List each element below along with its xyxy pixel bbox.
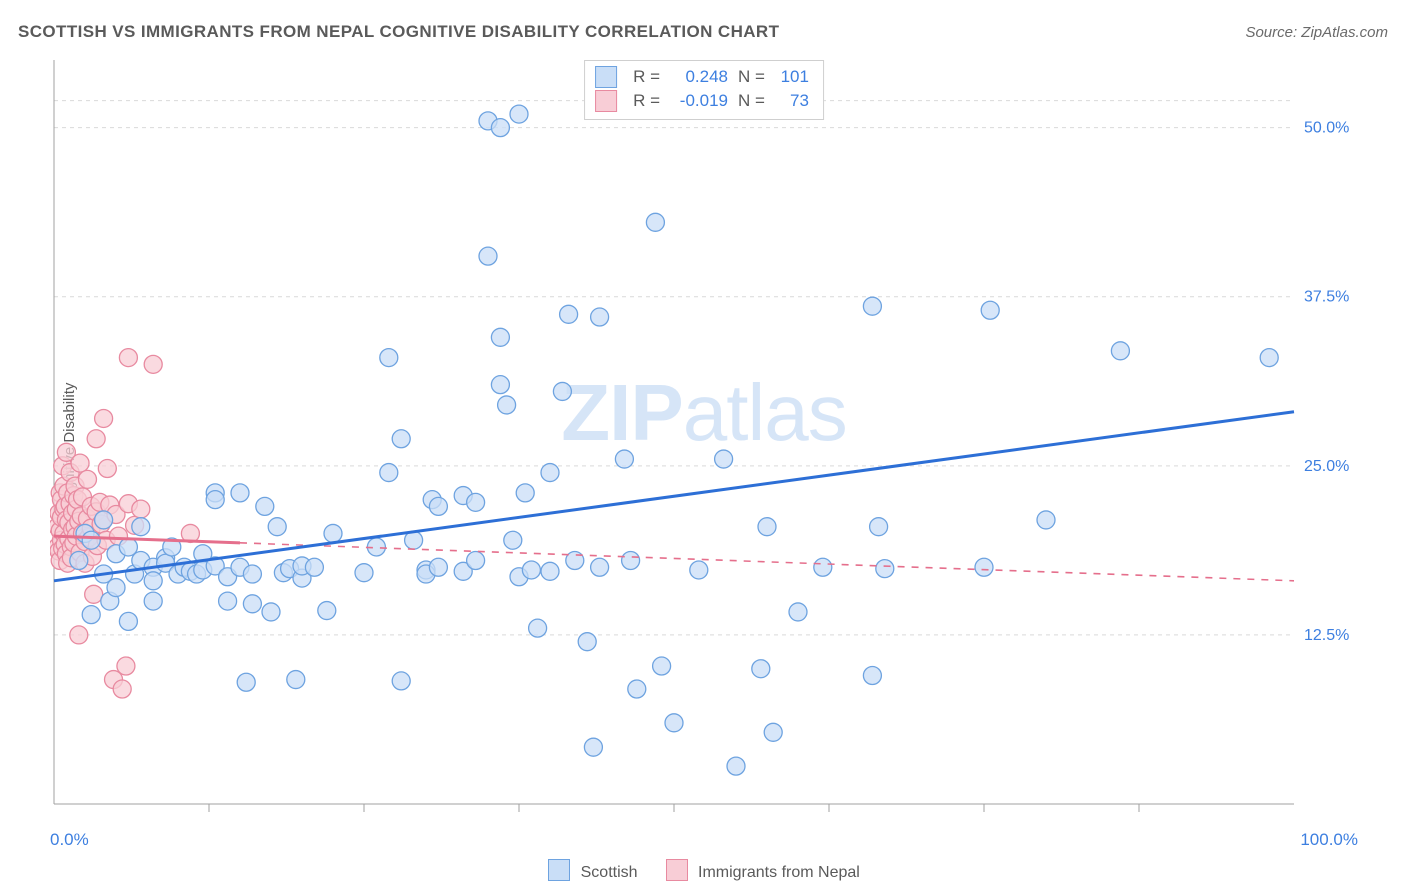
legend-swatch-1 [595, 90, 617, 112]
svg-text:12.5%: 12.5% [1304, 627, 1349, 644]
svg-text:37.5%: 37.5% [1304, 289, 1349, 306]
source-label: Source: ZipAtlas.com [1245, 24, 1388, 41]
stat-R-1: -0.019 [670, 89, 728, 113]
legend-swatch-icon [666, 859, 688, 881]
svg-text:50.0%: 50.0% [1304, 120, 1349, 137]
plot-area: ZIPatlas R = 0.248 N = 101 R = -0.019 N … [50, 56, 1358, 832]
chart-title: SCOTTISH VS IMMIGRANTS FROM NEPAL COGNIT… [18, 22, 779, 42]
svg-text:25.0%: 25.0% [1304, 458, 1349, 475]
legend-swatch-icon [548, 859, 570, 881]
legend-stats: R = 0.248 N = 101 R = -0.019 N = 73 [584, 60, 824, 120]
legend-stats-row-0: R = 0.248 N = 101 [595, 65, 809, 89]
stat-N-1: 73 [775, 89, 809, 113]
legend-item-0: Scottish [548, 859, 637, 882]
x-axis-start-label: 0.0% [50, 830, 89, 850]
legend-swatch-0 [595, 66, 617, 88]
stat-N-0: 101 [775, 65, 809, 89]
legend-item-1: Immigrants from Nepal [666, 859, 860, 882]
x-axis-end-label: 100.0% [1300, 830, 1358, 850]
legend-series: Scottish Immigrants from Nepal [50, 859, 1358, 882]
scatter-plot: 12.5% 25.0% 37.5% 50.0% [50, 56, 1358, 832]
stat-R-0: 0.248 [670, 65, 728, 89]
legend-stats-row-1: R = -0.019 N = 73 [595, 89, 809, 113]
